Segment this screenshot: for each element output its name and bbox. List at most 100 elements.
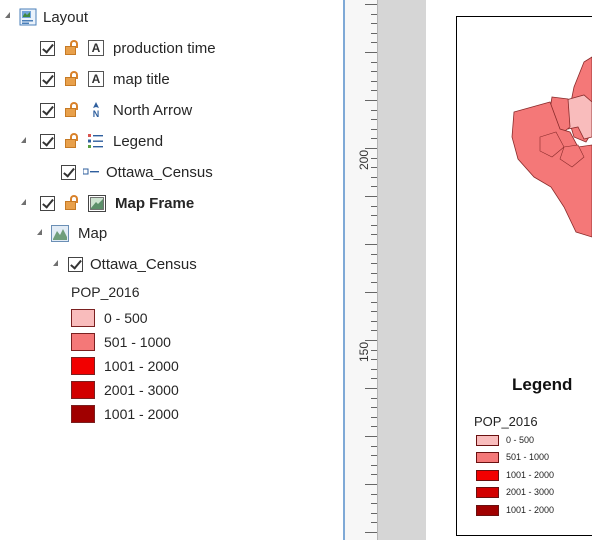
ruler-tick <box>371 61 377 63</box>
tree-item-label: map title <box>113 70 170 88</box>
tree-item-label: Map Frame <box>115 194 195 212</box>
ruler-tick <box>365 484 377 485</box>
class-swatch[interactable] <box>71 333 95 351</box>
unlock-icon[interactable] <box>64 40 82 56</box>
ruler-tick <box>371 416 377 418</box>
class-swatch[interactable] <box>71 357 95 375</box>
page-legend-swatch <box>476 435 499 446</box>
ruler-tick <box>371 493 377 495</box>
contents-pane: Layout A production time A map title N N… <box>0 0 343 540</box>
page-legend-swatch <box>476 487 499 498</box>
page-legend-swatch <box>476 452 499 463</box>
tree-item-label: Map <box>78 224 108 242</box>
map-polygons[interactable] <box>456 17 592 277</box>
ruler-tick <box>371 157 377 159</box>
ruler-tick <box>365 4 377 5</box>
ruler-tick <box>371 13 377 15</box>
ruler-tick <box>365 52 377 53</box>
expand-triangle-icon[interactable] <box>53 260 58 266</box>
ruler-tick <box>371 109 377 111</box>
page-legend-swatch <box>476 505 499 516</box>
class-swatch[interactable] <box>71 309 95 327</box>
tree-item-legend-item[interactable]: Ottawa_Census <box>61 160 213 184</box>
svg-text:N: N <box>93 109 100 118</box>
unlock-icon[interactable] <box>64 71 82 87</box>
visibility-checkbox[interactable] <box>40 40 55 56</box>
symbology-field-label: POP_2016 <box>71 280 140 304</box>
ruler-tick <box>371 368 377 370</box>
page-legend-swatch <box>476 470 499 481</box>
class-label: 501 - 1000 <box>104 334 171 350</box>
ruler-tick <box>365 388 377 389</box>
expand-triangle-icon[interactable] <box>37 229 42 235</box>
class-label: 1001 - 2000 <box>104 406 179 422</box>
ruler-tick <box>371 330 377 332</box>
ruler-tick <box>371 503 377 505</box>
text-element-icon: A <box>88 71 104 87</box>
visibility-checkbox[interactable] <box>40 102 55 118</box>
ruler-tick <box>365 244 377 245</box>
class-label: 2001 - 3000 <box>104 382 179 398</box>
text-element-icon: A <box>88 40 104 56</box>
visibility-checkbox[interactable] <box>40 71 55 87</box>
unlock-icon[interactable] <box>64 133 82 149</box>
tree-item-label: production time <box>113 39 216 57</box>
layout-icon <box>19 8 37 26</box>
ruler-tick <box>371 186 377 188</box>
class-label: 0 - 500 <box>104 310 148 326</box>
expand-triangle-icon[interactable] <box>5 12 10 18</box>
tree-item-layer-ottawa-census[interactable]: Ottawa_Census <box>68 252 197 276</box>
ruler-tick <box>371 128 377 130</box>
ruler-tick <box>371 80 377 82</box>
field-name: POP_2016 <box>71 284 140 300</box>
ruler-tick <box>371 234 377 236</box>
ruler-tick <box>371 512 377 514</box>
class-swatch[interactable] <box>71 405 95 423</box>
tree-item-layout[interactable]: Layout <box>19 5 88 29</box>
class-swatch[interactable] <box>71 381 95 399</box>
visibility-checkbox[interactable] <box>61 164 76 180</box>
map-icon <box>51 224 69 242</box>
ruler-label: 200 <box>357 149 371 170</box>
ruler-tick <box>371 426 377 428</box>
ruler-tick <box>371 378 377 380</box>
ruler-tick <box>365 340 377 341</box>
ruler-tick <box>371 71 377 73</box>
tree-item-map-frame[interactable]: Map Frame <box>40 191 194 215</box>
visibility-checkbox[interactable] <box>68 256 83 272</box>
page-legend-label: 1001 - 2000 <box>506 470 555 480</box>
unlock-icon[interactable] <box>64 195 82 211</box>
ruler-tick <box>371 464 377 466</box>
page-legend-label: 0 - 500 <box>506 435 535 445</box>
tree-item-label: Layout <box>43 8 89 26</box>
ruler-tick <box>371 42 377 44</box>
ruler-tick <box>371 176 377 178</box>
expand-triangle-icon[interactable] <box>21 199 26 205</box>
tree-item-north-arrow[interactable]: N North Arrow <box>40 98 192 122</box>
vertical-ruler <box>345 0 378 540</box>
visibility-checkbox[interactable] <box>40 133 55 149</box>
ruler-tick <box>371 397 377 399</box>
class-label: 1001 - 2000 <box>104 358 179 374</box>
ruler-tick <box>371 263 377 265</box>
tree-item-label: Ottawa_Census <box>90 255 197 273</box>
ruler-tick <box>371 32 377 34</box>
page-legend-label: 1001 - 2000 <box>506 505 555 515</box>
ruler-tick <box>371 119 377 121</box>
tree-item-legend[interactable]: Legend <box>40 129 163 153</box>
page-legend-field: POP_2016 <box>474 414 538 429</box>
ruler-tick <box>371 215 377 217</box>
tree-item-map[interactable]: Map <box>51 221 107 245</box>
ruler-tick <box>371 455 377 457</box>
expand-triangle-icon[interactable] <box>21 137 26 143</box>
ruler-tick <box>371 359 377 361</box>
visibility-checkbox[interactable] <box>40 195 55 211</box>
ruler-tick <box>371 311 377 313</box>
tree-item-map-title[interactable]: A map title <box>40 67 170 91</box>
ruler-tick <box>365 100 377 101</box>
unlock-icon[interactable] <box>64 102 82 118</box>
ruler-tick <box>371 224 377 226</box>
north-arrow-icon: N <box>88 102 104 119</box>
tree-item-production-time[interactable]: A production time <box>40 36 216 60</box>
pane-splitter[interactable] <box>343 0 345 540</box>
